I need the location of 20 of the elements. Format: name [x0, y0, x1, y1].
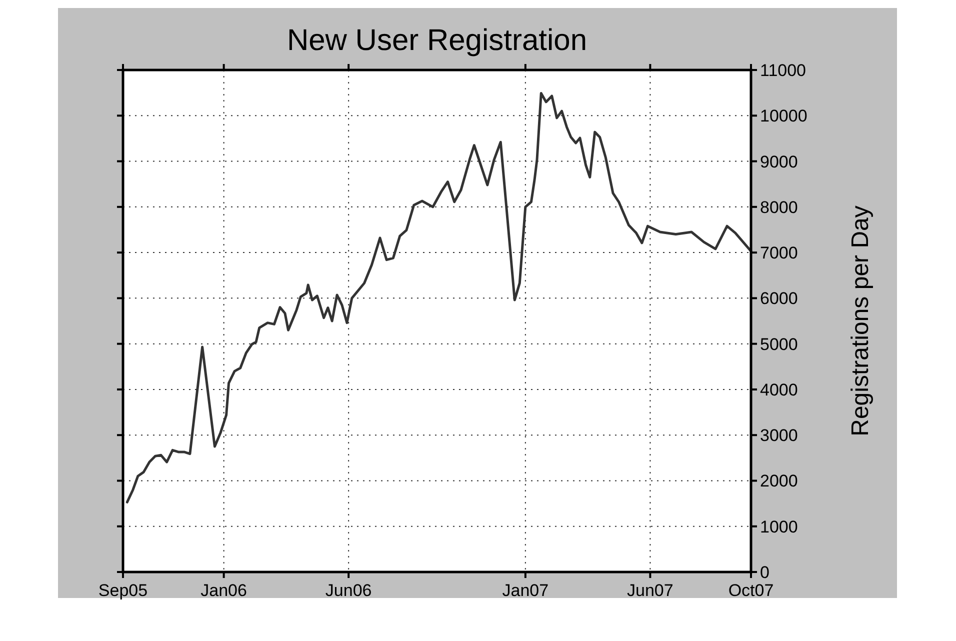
y-tick-label: 4000: [760, 380, 798, 400]
y-tick-label: 5000: [760, 334, 798, 354]
y-tick-label: 10000: [760, 106, 808, 126]
chart-title: New User Registration: [286, 24, 588, 57]
y-tick-label: 0: [760, 563, 770, 582]
y-tick-label: 6000: [760, 289, 798, 308]
x-tick-label: Jan06: [200, 581, 247, 600]
x-tick-label: Jun06: [325, 581, 372, 600]
x-tick-label: Jun07: [627, 581, 674, 600]
y-tick-label: 8000: [760, 198, 798, 217]
y-tick-label: 1000: [760, 517, 798, 536]
y-tick-label: 9000: [760, 152, 798, 172]
y-tick-label: 11000: [760, 61, 806, 80]
y-tick-label: 7000: [760, 244, 798, 263]
y-tick-label: 2000: [760, 472, 798, 491]
y-tick-label: 3000: [760, 426, 798, 446]
x-tick-label: Oct07: [728, 581, 774, 600]
x-tick-label: Jan07: [502, 581, 549, 600]
x-tick-label: Sep05: [98, 581, 148, 600]
y-axis-title: Registrations per Day: [847, 206, 874, 436]
